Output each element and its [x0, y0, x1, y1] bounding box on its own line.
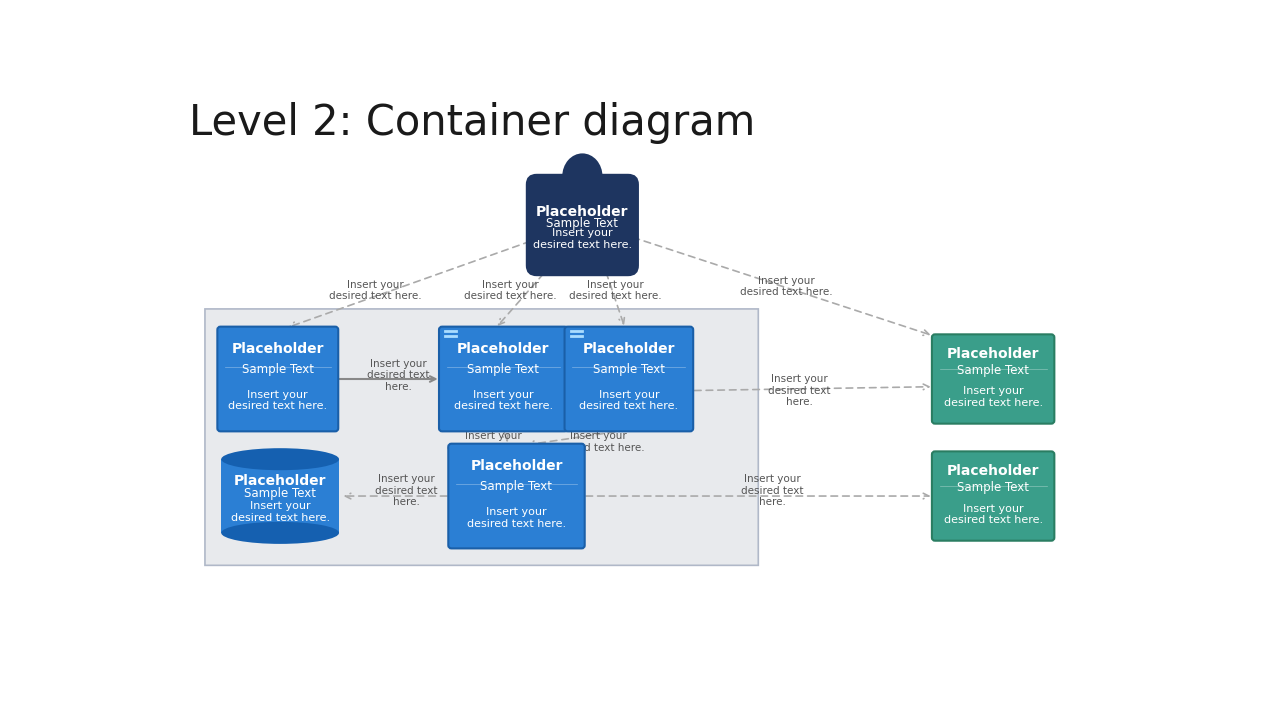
Text: Level 2: Container diagram: Level 2: Container diagram — [189, 102, 755, 144]
Text: Insert your
desired text
here.: Insert your desired text here. — [768, 374, 831, 407]
Text: Insert your
desired text here.: Insert your desired text here. — [580, 390, 678, 412]
Text: Sample Text: Sample Text — [957, 364, 1029, 377]
FancyBboxPatch shape — [218, 327, 338, 431]
FancyBboxPatch shape — [448, 444, 585, 549]
Text: Placeholder: Placeholder — [582, 343, 675, 356]
FancyBboxPatch shape — [526, 174, 639, 276]
Text: Placeholder: Placeholder — [470, 459, 563, 474]
Text: Sample Text: Sample Text — [957, 481, 1029, 494]
Text: Insert your
desired text here.: Insert your desired text here. — [329, 279, 422, 301]
Text: Insert your
desired text here.: Insert your desired text here. — [740, 276, 832, 297]
Ellipse shape — [562, 153, 603, 199]
Text: Sample Text: Sample Text — [593, 363, 664, 376]
Text: Insert your
desired text
here.: Insert your desired text here. — [375, 474, 438, 508]
Text: Insert your
desired text here.: Insert your desired text here. — [230, 501, 330, 523]
FancyBboxPatch shape — [205, 309, 758, 565]
FancyBboxPatch shape — [564, 327, 694, 431]
Text: Insert your
desired text here.: Insert your desired text here. — [532, 228, 632, 250]
Text: Placeholder: Placeholder — [947, 347, 1039, 361]
Text: Sample Text: Sample Text — [242, 363, 314, 376]
Text: Placeholder: Placeholder — [234, 474, 326, 488]
FancyBboxPatch shape — [932, 334, 1055, 423]
Text: Sample Text: Sample Text — [244, 487, 316, 500]
Text: Placeholder: Placeholder — [232, 343, 324, 356]
Text: Insert your
desired text here.: Insert your desired text here. — [943, 387, 1043, 408]
Text: Insert your
desired text here.: Insert your desired text here. — [467, 507, 566, 528]
Text: Insert your
desired text here.: Insert your desired text here. — [447, 431, 540, 453]
Text: Insert your
desired text here.: Insert your desired text here. — [552, 431, 644, 453]
Ellipse shape — [221, 522, 339, 544]
Text: Placeholder: Placeholder — [947, 464, 1039, 478]
Text: Sample Text: Sample Text — [547, 217, 618, 230]
Text: Insert your
desired text
here.: Insert your desired text here. — [741, 474, 804, 508]
Text: Placeholder: Placeholder — [536, 205, 628, 219]
Text: Insert your
desired text
here.: Insert your desired text here. — [367, 359, 430, 392]
Text: Insert your
desired text here.: Insert your desired text here. — [454, 390, 553, 412]
FancyBboxPatch shape — [932, 451, 1055, 541]
Bar — [221, 459, 339, 533]
Text: Insert your
desired text here.: Insert your desired text here. — [570, 279, 662, 301]
Text: Insert your
desired text here.: Insert your desired text here. — [228, 390, 328, 412]
Text: Placeholder: Placeholder — [457, 343, 549, 356]
Text: Sample Text: Sample Text — [467, 363, 539, 376]
Ellipse shape — [221, 448, 339, 470]
FancyBboxPatch shape — [439, 327, 567, 431]
Text: Insert your
desired text here.: Insert your desired text here. — [943, 503, 1043, 525]
Text: Insert your
desired text here.: Insert your desired text here. — [463, 279, 557, 301]
Text: Sample Text: Sample Text — [480, 480, 553, 492]
